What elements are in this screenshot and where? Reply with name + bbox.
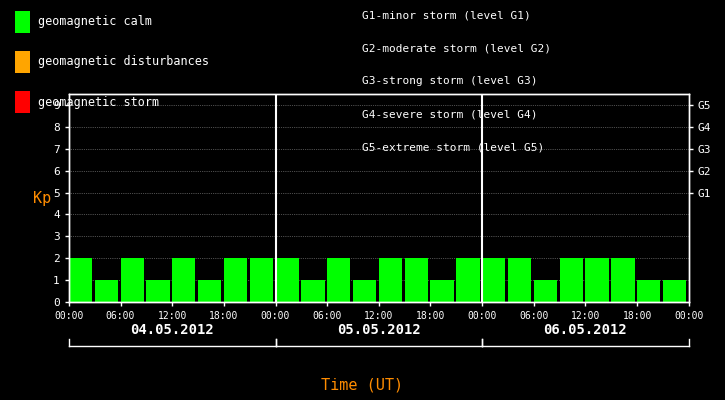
Bar [378, 258, 402, 302]
Bar [353, 280, 376, 302]
Text: G4-severe storm (level G4): G4-severe storm (level G4) [362, 110, 538, 120]
Bar [534, 280, 557, 302]
Text: 05.05.2012: 05.05.2012 [337, 323, 420, 337]
Text: 06.05.2012: 06.05.2012 [544, 323, 627, 337]
Bar [302, 280, 325, 302]
Y-axis label: Kp: Kp [33, 190, 51, 206]
Bar [611, 258, 634, 302]
Bar [456, 258, 479, 302]
Bar [95, 280, 118, 302]
Bar [637, 280, 660, 302]
Bar [120, 258, 144, 302]
Bar [327, 258, 350, 302]
Text: Time (UT): Time (UT) [321, 377, 404, 392]
Bar [508, 258, 531, 302]
Bar [482, 258, 505, 302]
Bar [585, 258, 609, 302]
Bar [431, 280, 454, 302]
Bar [405, 258, 428, 302]
Bar [560, 258, 583, 302]
Text: geomagnetic storm: geomagnetic storm [38, 96, 159, 108]
Text: geomagnetic calm: geomagnetic calm [38, 16, 152, 28]
Text: geomagnetic disturbances: geomagnetic disturbances [38, 56, 209, 68]
Text: G5-extreme storm (level G5): G5-extreme storm (level G5) [362, 143, 544, 153]
Text: 04.05.2012: 04.05.2012 [130, 323, 214, 337]
Bar [663, 280, 686, 302]
Bar [173, 258, 196, 302]
Bar [69, 258, 92, 302]
Bar [249, 258, 273, 302]
Bar [224, 258, 247, 302]
Bar [146, 280, 170, 302]
Bar [276, 258, 299, 302]
Text: G1-minor storm (level G1): G1-minor storm (level G1) [362, 10, 531, 20]
Text: G2-moderate storm (level G2): G2-moderate storm (level G2) [362, 43, 552, 53]
Bar [198, 280, 221, 302]
Text: G3-strong storm (level G3): G3-strong storm (level G3) [362, 76, 538, 86]
